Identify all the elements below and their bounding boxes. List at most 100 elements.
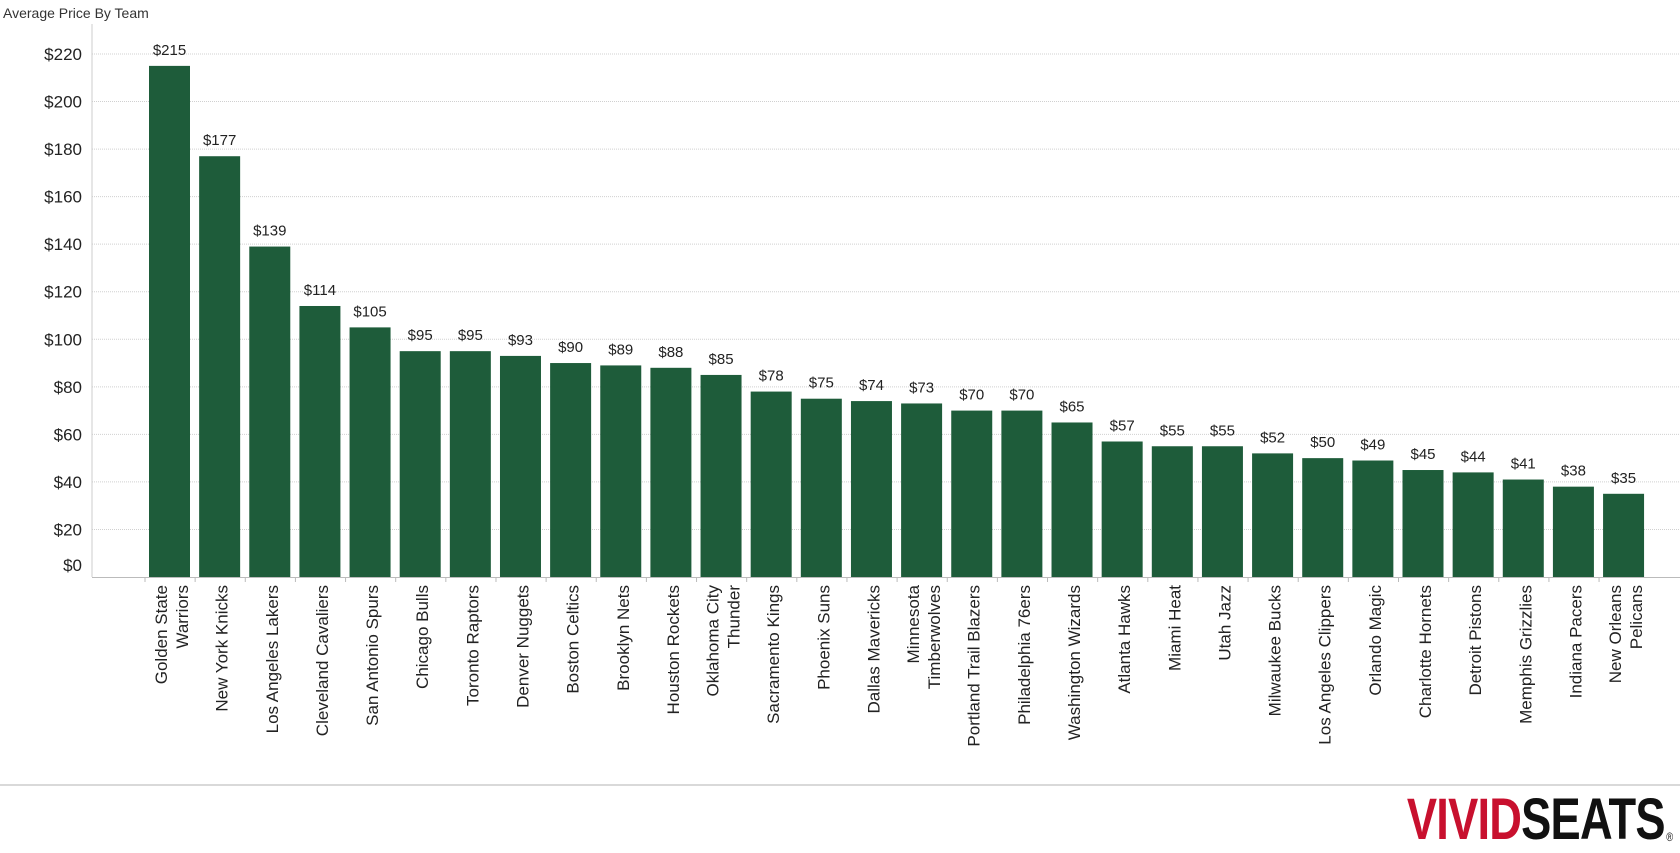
bar-value-label: $45 <box>1410 446 1435 463</box>
x-category-label-line: Pelicans <box>1627 585 1646 649</box>
logo-word-vivid: VIVID <box>1406 787 1521 852</box>
bar-value-label: $55 <box>1210 422 1235 439</box>
bar-value-label: $105 <box>353 303 386 320</box>
bar <box>600 365 642 577</box>
registered-mark: ® <box>1665 830 1673 844</box>
bar-value-label: $35 <box>1611 470 1636 487</box>
x-category-label-line: Minnesota <box>904 584 923 663</box>
x-category-label: Denver Nuggets <box>513 585 532 708</box>
x-category-label-line: Chicago Bulls <box>413 585 432 689</box>
x-category-label-line: Cleveland Cavaliers <box>313 585 332 736</box>
bar <box>1051 422 1093 577</box>
x-category-label: Detroit Pistons <box>1466 585 1485 696</box>
y-tick-label: $80 <box>54 378 82 397</box>
bar <box>449 351 491 577</box>
x-category-label-line: Thunder <box>725 585 744 649</box>
bar-value-label: $74 <box>859 377 884 394</box>
bar-value-label: $95 <box>458 327 483 344</box>
x-category-label-line: Phoenix Suns <box>814 585 833 690</box>
x-category-label-line: Memphis Grizzlies <box>1516 585 1535 724</box>
y-tick-label: $120 <box>44 283 82 302</box>
bar-value-label: $95 <box>408 327 433 344</box>
x-category-label: Cleveland Cavaliers <box>313 585 332 736</box>
bar <box>550 363 592 577</box>
bar <box>1151 446 1193 577</box>
x-category-label: Los Angeles Clippers <box>1316 585 1335 745</box>
x-category-label: New York Knicks <box>213 585 232 712</box>
bar-value-label: $215 <box>153 42 186 59</box>
bar <box>750 391 792 577</box>
bar <box>1402 470 1444 577</box>
x-category-label: Oklahoma City Thunder <box>704 585 744 697</box>
x-category-label-line: Timberwolves <box>925 585 944 689</box>
bar-value-label: $73 <box>909 379 934 396</box>
bar-value-label: $55 <box>1160 422 1185 439</box>
x-category-label-line: Toronto Raptors <box>463 585 482 706</box>
bar <box>349 327 391 577</box>
bar <box>650 367 692 577</box>
x-category-label-line: Orlando Magic <box>1366 585 1385 696</box>
x-category-label-line: Boston Celtics <box>564 585 583 694</box>
x-category-label: Atlanta Hawks <box>1115 585 1134 694</box>
x-category-label-line: Los Angeles Lakers <box>263 585 282 733</box>
x-category-label-line: New Orleans <box>1606 585 1625 683</box>
x-category-label-line: Los Angeles Clippers <box>1316 585 1335 745</box>
y-tick-label: $220 <box>44 45 82 64</box>
x-category-label: Toronto Raptors <box>463 585 482 706</box>
y-tick-label: $100 <box>44 330 82 349</box>
x-category-label-line: Washington Wizards <box>1065 585 1084 740</box>
bar-value-label: $139 <box>253 223 286 240</box>
x-category-label: Dallas Mavericks <box>864 585 883 713</box>
y-axis-tick-labels: $220 $200 $180 $160 $140 $120 $100 $80 $60 $40 $20… <box>44 45 82 575</box>
x-category-label: Charlotte Hornets <box>1416 585 1435 718</box>
bar <box>399 351 441 577</box>
bar-value-label: $41 <box>1511 456 1536 473</box>
bar-value-label: $44 <box>1461 448 1486 465</box>
x-category-label-line: Sacramento Kings <box>764 585 783 724</box>
bar <box>951 410 993 577</box>
x-category-label: San Antonio Spurs <box>363 585 382 726</box>
bar-value-label: $85 <box>709 351 734 368</box>
bar-value-label: $57 <box>1110 417 1135 434</box>
x-category-label: Boston Celtics <box>564 585 583 694</box>
axes <box>91 24 1680 582</box>
y-tick-label: $180 <box>44 140 82 159</box>
y-tick-label: $60 <box>54 425 82 444</box>
vividseats-logo: VIVID SEATS ® <box>1406 790 1672 850</box>
x-category-label-line: Houston Rockets <box>664 585 683 714</box>
x-category-label-line: Brooklyn Nets <box>614 585 633 691</box>
bar <box>1001 410 1043 577</box>
bar <box>700 374 742 577</box>
x-category-label-line: Portland Trail Blazers <box>965 585 984 747</box>
bar <box>299 305 341 577</box>
x-category-label: Philadelphia 76ers <box>1015 585 1034 725</box>
y-tick-label: $160 <box>44 188 82 207</box>
bar <box>1252 453 1294 577</box>
x-category-label: Washington Wizards <box>1065 585 1084 740</box>
x-category-label: New Orleans Pelicans <box>1606 585 1646 683</box>
x-category-label-line: Miami Heat <box>1165 585 1184 671</box>
bar <box>249 246 291 578</box>
bar-value-label: $89 <box>608 341 633 358</box>
x-category-label: Memphis Grizzlies <box>1516 585 1535 724</box>
x-category-label-line: Oklahoma City <box>704 585 723 697</box>
bar-value-label: $52 <box>1260 429 1285 446</box>
x-category-label-line: Golden State <box>152 585 171 684</box>
x-category-label-line: Indiana Pacers <box>1566 585 1585 698</box>
value-labels: $215 $177 $139 $114 $105 $95 $95 $93 $90 $89 $88 $8… <box>153 42 1636 487</box>
bar <box>149 65 190 578</box>
x-category-label-line: New York Knicks <box>213 585 232 712</box>
bar-value-label: $78 <box>759 368 784 385</box>
x-category-label: Minnesota Timberwolves <box>904 584 944 689</box>
bar-value-label: $114 <box>304 282 336 299</box>
bar-value-label: $38 <box>1561 463 1586 480</box>
bar-value-label: $65 <box>1060 398 1085 415</box>
bar <box>901 403 943 577</box>
x-category-label: Golden State Warriors <box>152 585 192 684</box>
bar-value-label: $93 <box>508 332 533 349</box>
bar-value-label: $88 <box>658 344 683 361</box>
x-category-label: Miami Heat <box>1165 585 1184 671</box>
bar <box>1552 486 1594 577</box>
logo-word-seats: SEATS <box>1520 787 1665 852</box>
x-category-label: Utah Jazz <box>1215 585 1234 661</box>
